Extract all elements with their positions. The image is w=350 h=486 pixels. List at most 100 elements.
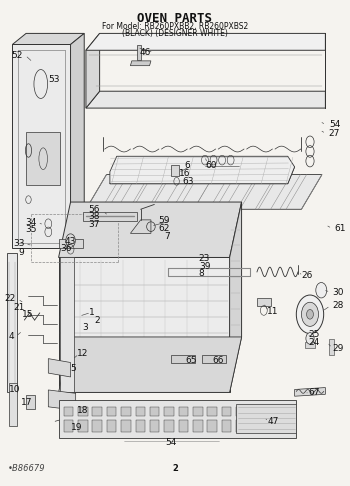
Text: 29: 29 [332,344,344,352]
Polygon shape [121,420,131,432]
Polygon shape [58,399,296,438]
Text: 46: 46 [140,48,151,57]
Polygon shape [135,420,145,432]
Circle shape [301,302,319,327]
Polygon shape [48,359,71,377]
Polygon shape [251,420,260,432]
Text: 56: 56 [88,205,100,214]
Text: 5: 5 [71,364,76,373]
Polygon shape [86,174,322,209]
Text: 54: 54 [166,438,177,447]
Polygon shape [92,407,102,417]
Circle shape [306,332,314,344]
Polygon shape [265,420,274,432]
Text: (BLACK) (DESIGNER WHITE): (BLACK) (DESIGNER WHITE) [122,29,228,38]
Polygon shape [131,61,151,66]
Polygon shape [92,420,102,432]
Text: 35: 35 [25,226,36,234]
Text: 53: 53 [48,75,60,84]
Polygon shape [48,390,76,410]
Polygon shape [150,407,160,417]
Polygon shape [164,420,174,432]
Text: 10: 10 [9,385,21,395]
Polygon shape [135,407,145,417]
Text: 28: 28 [332,301,344,310]
Polygon shape [329,339,334,355]
Text: 60: 60 [206,161,217,171]
Polygon shape [265,407,274,417]
Text: 17: 17 [21,399,33,407]
Circle shape [66,234,75,247]
Polygon shape [305,342,315,348]
Circle shape [316,282,327,298]
Polygon shape [58,337,241,392]
Text: 6: 6 [184,161,190,171]
Text: 43: 43 [64,237,76,245]
Polygon shape [279,420,289,432]
Text: 22: 22 [5,295,16,303]
Polygon shape [172,355,195,364]
Polygon shape [26,132,60,185]
Polygon shape [202,355,226,364]
Polygon shape [236,407,246,417]
Text: 59: 59 [158,216,170,226]
Polygon shape [86,34,100,108]
Polygon shape [279,407,289,417]
Text: 25: 25 [308,330,320,339]
Polygon shape [86,34,326,50]
Text: 63: 63 [183,177,194,186]
Polygon shape [178,407,188,417]
Text: 4: 4 [8,332,14,341]
Polygon shape [178,420,188,432]
Polygon shape [222,420,231,432]
Polygon shape [110,156,295,184]
Polygon shape [193,407,203,417]
Polygon shape [295,387,326,396]
Text: 54: 54 [329,121,340,129]
Polygon shape [64,407,73,417]
Text: 23: 23 [199,254,210,263]
Polygon shape [107,420,117,432]
Text: 39: 39 [199,261,210,271]
Polygon shape [9,383,17,426]
Polygon shape [150,420,160,432]
Polygon shape [230,202,242,392]
Polygon shape [257,298,271,306]
Polygon shape [236,420,246,432]
Text: 8: 8 [199,269,204,278]
Text: 12: 12 [77,349,89,358]
Polygon shape [207,420,217,432]
Text: 18: 18 [77,406,89,415]
Polygon shape [107,407,117,417]
Text: 61: 61 [334,224,345,233]
Text: 36: 36 [61,244,72,253]
Text: 3: 3 [83,323,88,332]
Text: 67: 67 [308,388,320,397]
Text: 15: 15 [22,310,34,319]
Text: 62: 62 [158,224,170,233]
Polygon shape [172,165,179,175]
Text: 34: 34 [25,218,36,227]
Polygon shape [110,167,295,184]
Text: 37: 37 [88,220,100,229]
Polygon shape [193,420,203,432]
Text: 38: 38 [88,212,100,222]
Polygon shape [78,420,88,432]
Text: 30: 30 [332,288,344,296]
Text: 16: 16 [179,169,190,178]
Polygon shape [164,407,174,417]
Text: 52: 52 [11,51,23,60]
Polygon shape [12,45,71,248]
Text: 19: 19 [71,422,82,432]
Text: 1: 1 [89,308,95,317]
Polygon shape [237,404,296,434]
Text: 66: 66 [212,356,224,365]
Text: •B86679: •B86679 [7,464,45,473]
Text: 7: 7 [164,232,170,241]
Polygon shape [86,91,326,108]
Polygon shape [251,407,260,417]
Text: 2: 2 [172,464,178,473]
Polygon shape [83,212,137,221]
Text: 24: 24 [308,338,320,347]
Polygon shape [137,46,141,60]
